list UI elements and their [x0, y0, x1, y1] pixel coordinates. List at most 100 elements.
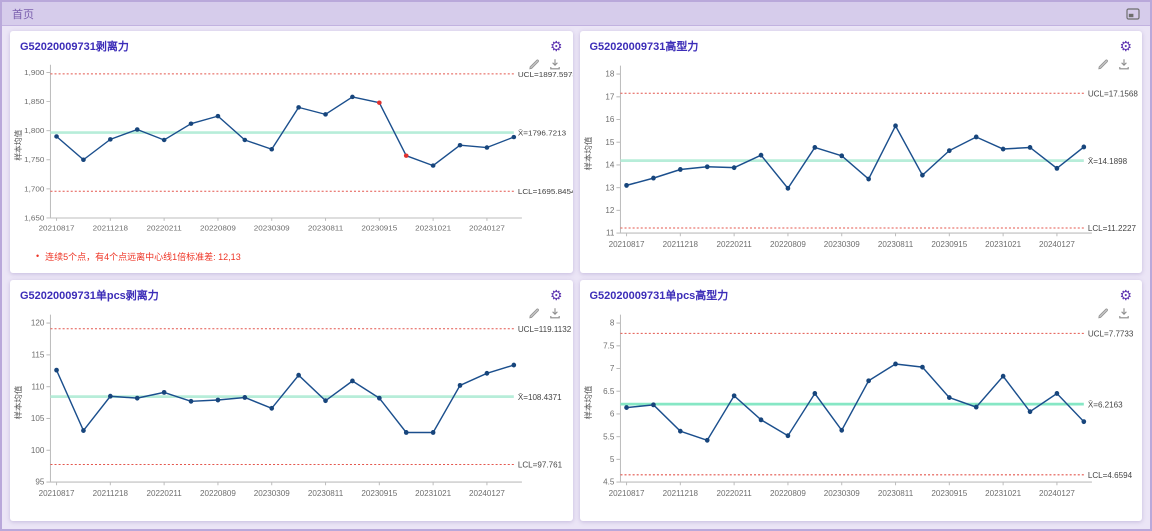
edit-icon[interactable] — [1097, 58, 1109, 70]
gear-icon[interactable]: ⚙ — [1119, 38, 1132, 54]
svg-text:X̄=108.4371: X̄=108.4371 — [518, 392, 562, 401]
control-chart[interactable]: 8 7.5 7 6.5 6 5.5 5 4.5 样本均值 20210817 20211218 2022… — [580, 304, 1143, 516]
violation-note-text: 连续5个点，有4个点远离中心线1倍标准差: 12,13 — [45, 252, 241, 262]
violation-note: • 连续5个点，有4个点远离中心线1倍标准差: 12,13 — [36, 250, 573, 263]
chart-toolbar — [528, 58, 561, 70]
svg-text:LCL=1695.8454: LCL=1695.8454 — [518, 187, 573, 196]
svg-text:1,900: 1,900 — [24, 68, 45, 77]
svg-text:20210817: 20210817 — [39, 224, 75, 233]
svg-text:20220211: 20220211 — [716, 488, 752, 497]
svg-text:LCL=4.6594: LCL=4.6594 — [1087, 470, 1132, 479]
svg-text:100: 100 — [31, 445, 45, 454]
svg-text:1,800: 1,800 — [24, 126, 45, 135]
svg-text:120: 120 — [31, 318, 45, 327]
svg-text:7: 7 — [609, 363, 614, 372]
svg-text:1,850: 1,850 — [24, 97, 45, 106]
svg-text:20220211: 20220211 — [146, 488, 182, 497]
svg-text:20240127: 20240127 — [1038, 240, 1074, 249]
svg-text:20211218: 20211218 — [662, 488, 698, 497]
svg-text:LCL=11.2227: LCL=11.2227 — [1087, 224, 1135, 233]
panel-header: G52020009731剥离力 ⚙ — [10, 31, 573, 55]
svg-text:1,700: 1,700 — [24, 184, 45, 193]
svg-text:20240127: 20240127 — [469, 488, 505, 497]
download-icon[interactable] — [1118, 58, 1130, 70]
chart-toolbar — [1097, 58, 1130, 70]
svg-text:20230915: 20230915 — [361, 224, 398, 233]
download-icon[interactable] — [549, 307, 561, 319]
svg-text:20230309: 20230309 — [254, 488, 290, 497]
svg-text:20230309: 20230309 — [823, 488, 859, 497]
topbar: 首页 — [2, 2, 1150, 26]
chart-area: 8 7.5 7 6.5 6 5.5 5 4.5 样本均值 20210817 20211218 2022… — [580, 304, 1143, 516]
svg-text:20231021: 20231021 — [985, 488, 1021, 497]
note-bullet-icon: • — [36, 251, 40, 261]
gear-icon[interactable]: ⚙ — [549, 38, 563, 54]
svg-text:20211218: 20211218 — [93, 488, 129, 497]
svg-text:20220809: 20220809 — [769, 240, 805, 249]
svg-text:样本均值: 样本均值 — [583, 385, 593, 419]
svg-text:20230915: 20230915 — [931, 488, 967, 497]
panel-header: G52020009731高型力 ⚙ — [580, 31, 1143, 55]
svg-text:8: 8 — [609, 318, 614, 327]
svg-text:11: 11 — [606, 229, 615, 238]
download-icon[interactable] — [549, 58, 561, 70]
svg-text:16: 16 — [605, 115, 614, 124]
svg-text:20210817: 20210817 — [608, 240, 644, 249]
svg-text:4.5: 4.5 — [603, 477, 615, 486]
svg-text:20230811: 20230811 — [877, 488, 913, 497]
svg-text:13: 13 — [605, 183, 614, 192]
restore-window-icon[interactable] — [1126, 7, 1140, 20]
svg-text:14: 14 — [605, 160, 614, 169]
svg-text:20230811: 20230811 — [308, 224, 344, 233]
svg-text:样本均值: 样本均值 — [583, 137, 593, 171]
edit-icon[interactable] — [528, 58, 540, 70]
chart-panel-peel-force: G52020009731剥离力 ⚙ 1,900 1,850 1,800 1,750 1,… — [10, 31, 573, 273]
svg-text:5.5: 5.5 — [603, 432, 615, 441]
svg-text:20220211: 20220211 — [716, 240, 752, 249]
svg-text:UCL=17.1568: UCL=17.1568 — [1087, 89, 1137, 98]
control-chart[interactable]: 18 17 16 15 14 13 12 11 样本均值 20210817 20211218 2022… — [580, 55, 1143, 267]
panel-title: G52020009731单pcs高型力 — [589, 289, 729, 302]
svg-text:20231021: 20231021 — [415, 488, 451, 497]
svg-text:20230915: 20230915 — [361, 488, 397, 497]
panel-title: G52020009731高型力 — [589, 41, 699, 53]
svg-text:样本均值: 样本均值 — [13, 385, 23, 419]
svg-text:20230309: 20230309 — [823, 240, 859, 249]
svg-text:UCL=119.1132: UCL=119.1132 — [518, 324, 572, 333]
svg-text:UCL=7.7733: UCL=7.7733 — [1087, 329, 1133, 338]
svg-text:20210817: 20210817 — [608, 488, 644, 497]
svg-text:1,750: 1,750 — [24, 155, 45, 164]
svg-text:样本均值: 样本均值 — [13, 130, 23, 161]
tab-home[interactable]: 首页 — [12, 8, 34, 21]
chart-area: 120 115 110 105 100 95 样本均值 20210817 20211218 202… — [10, 304, 573, 516]
chart-toolbar — [528, 307, 561, 319]
chart-panel-unit-holding-force: G52020009731单pcs高型力 ⚙ 8 7.5 7 6.5 6 5.5 5 4.5 样本… — [579, 279, 1143, 521]
edit-icon[interactable] — [1097, 307, 1109, 319]
chart-area: 18 17 16 15 14 13 12 11 样本均值 20210817 20211218 2022… — [580, 55, 1143, 267]
svg-text:20240127: 20240127 — [469, 224, 505, 233]
control-chart[interactable]: 120 115 110 105 100 95 样本均值 20210817 20211218 202… — [10, 304, 573, 516]
panel-title: G52020009731剥离力 — [20, 41, 129, 53]
svg-text:6: 6 — [609, 409, 614, 418]
svg-text:LCL=97.761: LCL=97.761 — [518, 460, 563, 469]
download-icon[interactable] — [1118, 307, 1130, 319]
chart-toolbar — [1097, 307, 1130, 319]
svg-text:7.5: 7.5 — [603, 341, 615, 350]
svg-text:15: 15 — [605, 138, 614, 147]
svg-text:X̄=6.2163: X̄=6.2163 — [1087, 399, 1122, 408]
svg-text:20230811: 20230811 — [877, 240, 913, 249]
edit-icon[interactable] — [528, 307, 540, 319]
control-chart[interactable]: 1,900 1,850 1,800 1,750 1,700 1,650 样本均值 202108… — [10, 55, 573, 249]
svg-text:20230915: 20230915 — [931, 240, 967, 249]
gear-icon[interactable]: ⚙ — [549, 286, 563, 303]
chart-area: 1,900 1,850 1,800 1,750 1,700 1,650 样本均值 202108… — [10, 55, 573, 249]
svg-text:X̄=14.1898: X̄=14.1898 — [1087, 156, 1127, 165]
svg-text:20240127: 20240127 — [1038, 488, 1074, 497]
gear-icon[interactable]: ⚙ — [1119, 286, 1132, 303]
svg-text:20220809: 20220809 — [769, 488, 805, 497]
svg-text:20230811: 20230811 — [308, 488, 344, 497]
svg-text:115: 115 — [32, 350, 45, 359]
svg-text:6.5: 6.5 — [603, 386, 615, 395]
svg-text:105: 105 — [31, 413, 45, 422]
